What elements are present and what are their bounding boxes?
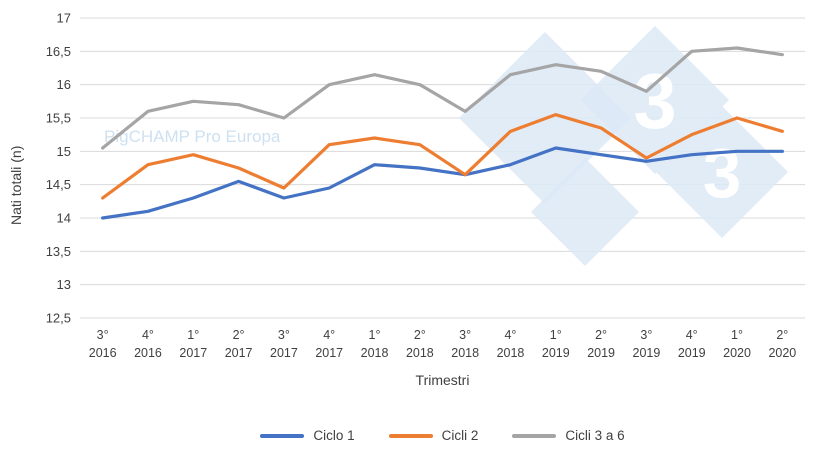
x-tick-quarter: 1° [187, 328, 199, 342]
y-tick-label: 12,5 [46, 311, 71, 326]
x-tick-quarter: 1° [731, 328, 743, 342]
y-tick-label: 15 [57, 144, 71, 159]
legend-swatch-icon [512, 433, 557, 438]
legend-label: Cicli 2 [441, 428, 479, 443]
series-line-ciclo-1 [101, 146, 784, 220]
legend-swatch-icon [388, 433, 433, 438]
x-axis-title: Trimestri [415, 372, 470, 388]
legend-label: Ciclo 1 [313, 428, 355, 443]
x-tick-year: 2019 [633, 346, 661, 360]
legend-label: Cicli 3 a 6 [565, 428, 625, 443]
y-tick-label: 16 [57, 77, 71, 92]
x-tick-year: 2016 [89, 346, 117, 360]
x-tick-year: 2017 [179, 346, 207, 360]
watermark-text: PigCHAMP Pro Europa [104, 127, 281, 146]
watermark-diamond-icon [531, 158, 639, 266]
watermark-diamond-icon [656, 106, 788, 238]
x-tick-year: 2017 [225, 346, 253, 360]
x-tick-quarter: 2° [776, 328, 788, 342]
x-tick-year: 2019 [587, 346, 615, 360]
watermark-digit: 3 [633, 59, 676, 145]
x-tick-quarter: 2° [414, 328, 426, 342]
x-tick-quarter: 4° [323, 328, 335, 342]
x-tick-year: 2020 [723, 346, 751, 360]
x-tick-year: 2020 [768, 346, 796, 360]
x-tick-quarter: 3° [97, 328, 109, 342]
x-tick-year: 2016 [134, 346, 162, 360]
y-tick-label: 15,5 [46, 111, 71, 126]
legend-item: Cicli 3 a 6 [512, 428, 625, 443]
y-tick-label: 14 [57, 211, 71, 226]
y-tick-label: 16,5 [46, 44, 71, 59]
x-tick-quarter: 4° [142, 328, 154, 342]
watermark-digit: 3 [703, 134, 742, 212]
x-tick-year: 2018 [361, 346, 389, 360]
series-line-cicli-3-a-6 [101, 46, 784, 150]
x-tick-quarter: 2° [595, 328, 607, 342]
x-tick-quarter: 3° [278, 328, 290, 342]
series-line-cicli-2 [101, 113, 784, 200]
line-chart: 12,5 13 13,5 14 14,5 15 15,5 16 16,5 17 33 PigCHAMP… [46, 11, 805, 360]
x-tick-quarter: 2° [233, 328, 245, 342]
legend-item: Ciclo 1 [260, 428, 355, 443]
x-tick-quarter: 4° [686, 328, 698, 342]
x-tick-year: 2017 [315, 346, 343, 360]
x-tick-quarter: 4° [504, 328, 516, 342]
x-tick-year: 2017 [270, 346, 298, 360]
x-tick-year: 2019 [678, 346, 706, 360]
y-tick-label: 17 [57, 11, 71, 26]
x-tick-year: 2018 [497, 346, 525, 360]
x-tick-quarter: 3° [640, 328, 652, 342]
x-tick-quarter: 1° [369, 328, 381, 342]
x-tick-year: 2018 [451, 346, 479, 360]
legend-swatch-icon [260, 433, 305, 438]
legend-item: Cicli 2 [388, 428, 479, 443]
legend: Ciclo 1 Cicli 2 Cicli 3 a 6 [80, 428, 805, 443]
y-tick-label: 13,5 [46, 244, 71, 259]
x-tick-year: 2018 [406, 346, 434, 360]
x-tick-quarter: 3° [459, 328, 471, 342]
y-tick-label: 13 [57, 277, 71, 292]
x-tick-year: 2019 [542, 346, 570, 360]
x-tick-quarter: 1° [550, 328, 562, 342]
y-axis-title: Nati totali (n) [8, 145, 24, 225]
y-tick-label: 14,5 [46, 177, 71, 192]
